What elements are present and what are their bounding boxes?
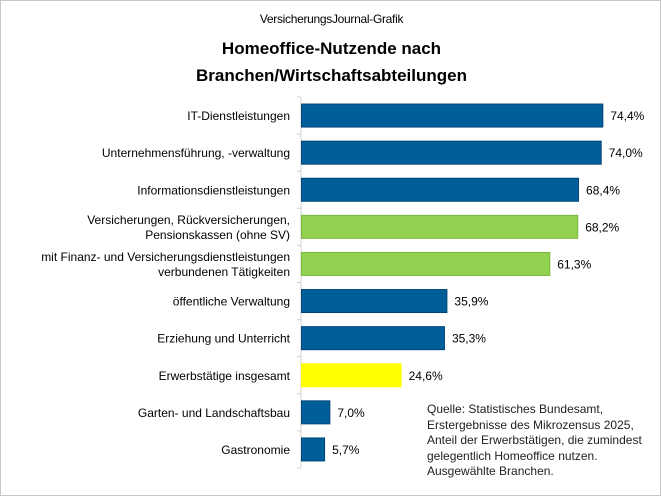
category-label-line: IT-Dienstleistungen: [187, 109, 290, 123]
data-label: 68,2%: [585, 220, 619, 234]
category-label: Erziehung und Unterricht: [157, 332, 290, 346]
source-note: Quelle: Statistisches Bundesamt, Ersterg…: [427, 402, 642, 478]
source-label: VersicherungsJournal-Grafik: [259, 12, 404, 26]
bar: [301, 326, 445, 351]
category-label: Gastronomie: [221, 443, 290, 457]
category-label-line: Erwerbstätige insgesamt: [159, 369, 291, 383]
category-label: Garten- und Landschaftsbau: [138, 406, 290, 420]
category-label: IT-Dienstleistungen: [187, 109, 290, 123]
category-label: mit Finanz- und Versicherungsdienstleist…: [41, 250, 290, 279]
category-label: Versicherungen, Rückversicherungen, Pensi…: [87, 213, 290, 242]
bar: [301, 177, 580, 202]
chart-title: Homeoffice-Nutzende nach Branchen/Wirtsc…: [196, 39, 467, 85]
data-label: 68,4%: [586, 183, 620, 197]
category-label-line: mit Finanz- und Versicherungsdienstleist…: [41, 250, 290, 264]
bar: [301, 251, 551, 276]
category-label: Unternehmensführung, -verwaltung: [102, 146, 290, 160]
category-label-line: Versicherungen, Rückversicherungen,: [87, 213, 290, 227]
bar: [301, 437, 326, 462]
data-label: 61,3%: [557, 257, 591, 271]
category-label-line: verbundenen Tätigkeiten: [158, 265, 290, 279]
data-label: 24,6%: [409, 369, 443, 383]
category-label-line: Erziehung und Unterricht: [157, 332, 290, 346]
bar: [301, 400, 331, 425]
category-label-line: Informationsdienstleistungen: [137, 183, 290, 197]
data-label: 35,9%: [454, 295, 488, 309]
data-label: 74,4%: [610, 109, 644, 123]
category-label-line: Unternehmensführung, -verwaltung: [102, 146, 290, 160]
category-label: Informationsdienstleistungen: [137, 183, 290, 197]
data-label: 7,0%: [337, 406, 365, 420]
bar: [301, 214, 579, 239]
category-label-line: Gastronomie: [221, 443, 290, 457]
category-label: öffentliche Verwaltung: [173, 295, 290, 309]
bar: [301, 140, 602, 165]
bar: [301, 289, 448, 314]
bar: [301, 103, 604, 128]
data-label: 5,7%: [332, 443, 360, 457]
category-label-line: Garten- und Landschaftsbau: [138, 406, 290, 420]
category-label: Erwerbstätige insgesamt: [159, 369, 291, 383]
data-label: 35,3%: [452, 332, 486, 346]
category-label-line: Pensionskassen (ohne SV): [145, 228, 290, 242]
category-label-line: öffentliche Verwaltung: [173, 295, 290, 309]
data-label: 74,0%: [609, 146, 643, 160]
bar: [301, 363, 402, 388]
